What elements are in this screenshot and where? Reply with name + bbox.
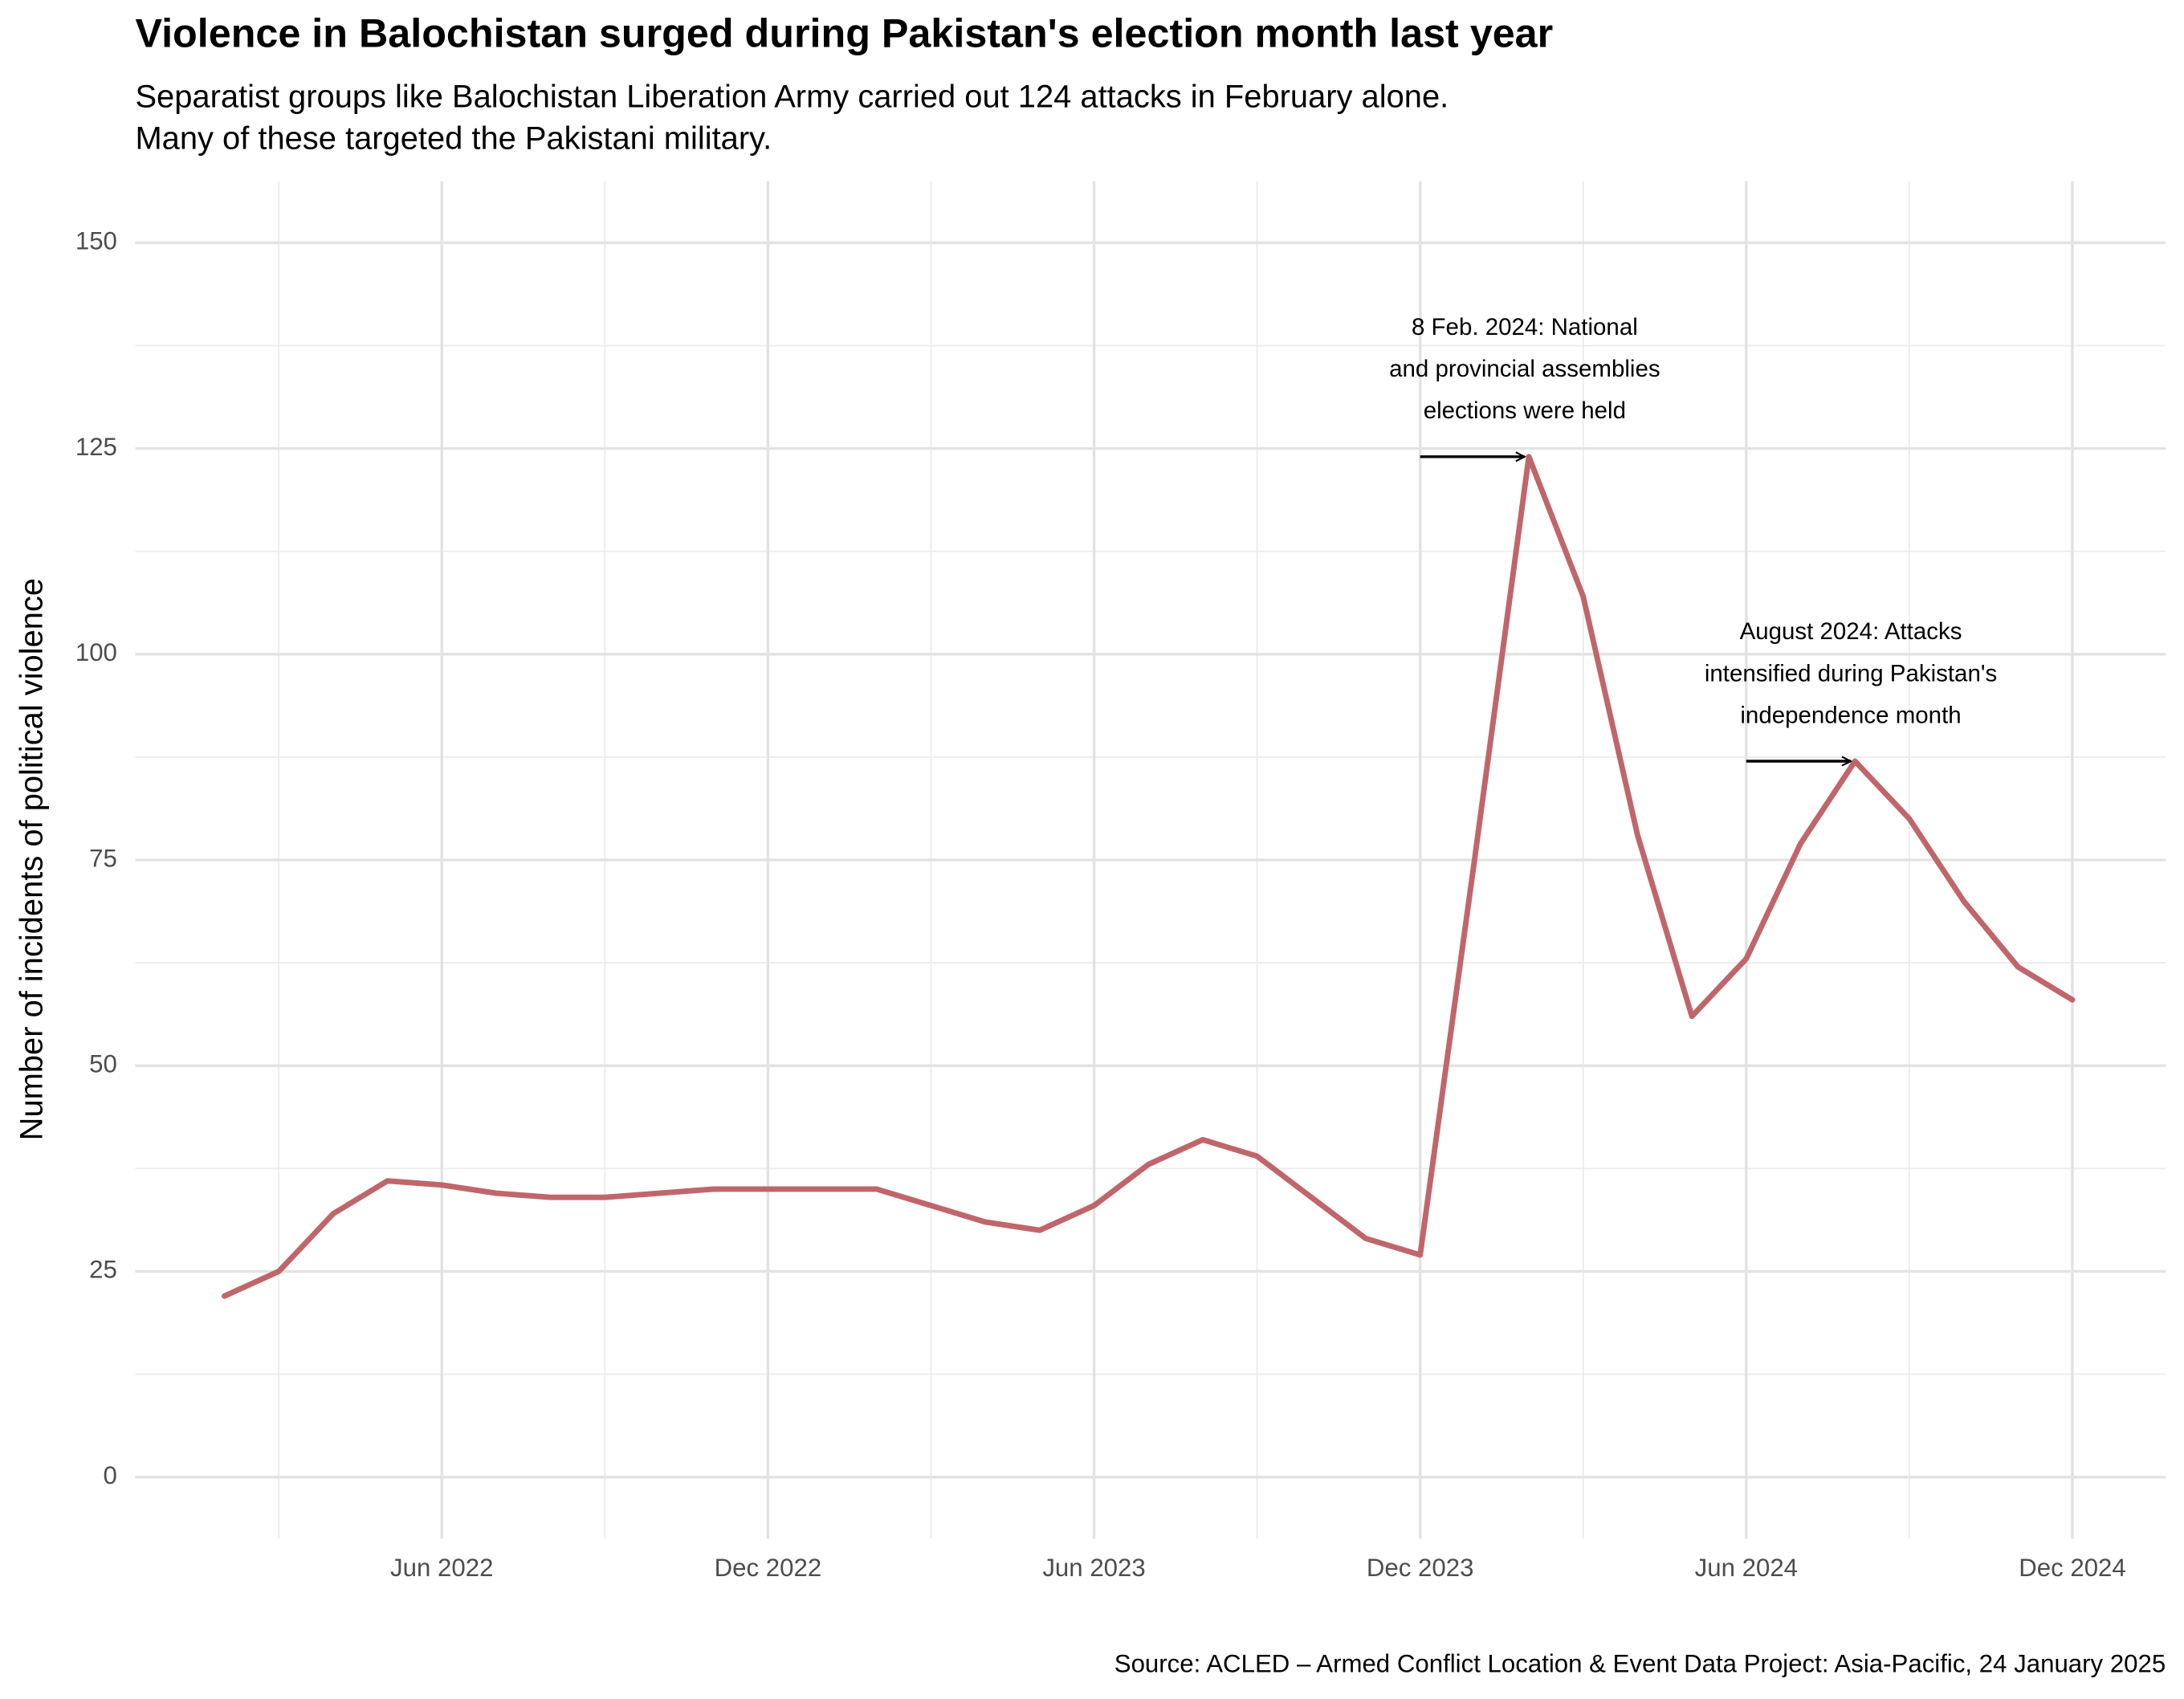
x-tick-label: Dec 2023 — [1367, 1554, 1474, 1582]
x-tick-label: Jun 2022 — [390, 1554, 493, 1582]
chart-subtitle: Many of these targeted the Pakistani mil… — [135, 121, 772, 157]
annotation-text: elections were held — [1424, 397, 1626, 424]
annotation-text: independence month — [1740, 702, 1961, 728]
y-tick-label: 0 — [104, 1461, 117, 1489]
source: Source: ACLED – Armed Conflict Location … — [1114, 1650, 2166, 1678]
line-series — [222, 454, 2076, 1299]
chart-title: Violence in Balochistan surged during Pa… — [135, 10, 1553, 55]
y-tick-label: 50 — [89, 1049, 117, 1078]
y-axis-label: Number of incidents of political violenc… — [14, 578, 49, 1140]
annotation-text: intensified during Pakistan's — [1705, 660, 1997, 687]
y-tick-label: 100 — [75, 638, 117, 666]
y-tick-label: 25 — [89, 1256, 117, 1284]
x-tick-label: Jun 2023 — [1042, 1554, 1145, 1582]
x-tick-label: Dec 2022 — [715, 1554, 822, 1582]
annotation-text: and provincial assemblies — [1389, 356, 1660, 382]
annotation-text: 8 Feb. 2024: National — [1412, 314, 1638, 340]
y-tick-label: 75 — [89, 844, 117, 872]
chart-subtitle: Separatist groups like Balochistan Liber… — [135, 79, 1449, 115]
annotation-text: August 2024: Attacks — [1740, 618, 1962, 645]
y-tick-label: 125 — [75, 433, 117, 461]
x-tick-label: Jun 2024 — [1695, 1554, 1798, 1582]
y-tick-label: 150 — [75, 227, 117, 255]
x-tick-label: Dec 2024 — [2019, 1554, 2126, 1582]
